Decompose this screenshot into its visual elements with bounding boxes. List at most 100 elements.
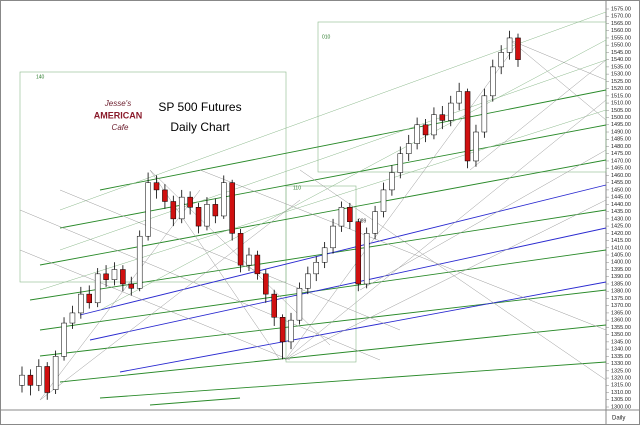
- candle-body: [363, 233, 370, 285]
- y-tick-label: 1510.00: [611, 101, 631, 107]
- candle-body: [221, 182, 227, 217]
- candle-body: [506, 37, 513, 53]
- candle-body: [86, 293, 93, 304]
- y-tick-label: 1325.00: [611, 368, 631, 374]
- candle-body: [464, 91, 471, 162]
- candle-body: [405, 143, 412, 154]
- y-tick-label: 1435.00: [611, 209, 631, 215]
- candle-body: [279, 317, 286, 343]
- y-tick-label: 1385.00: [611, 281, 631, 287]
- candle-body: [456, 91, 462, 104]
- y-tick-label: 1350.00: [611, 332, 631, 338]
- annotation: 140: [36, 74, 45, 80]
- candle-body: [111, 269, 118, 280]
- candle-body: [481, 95, 488, 133]
- y-tick-label: 1500.00: [611, 115, 631, 121]
- candle-body: [271, 293, 277, 318]
- y-tick-label: 1340.00: [611, 347, 631, 353]
- candle-body: [36, 366, 42, 386]
- y-tick-label: 1575.00: [611, 6, 631, 12]
- chart-title: SP 500 Futures: [158, 100, 241, 114]
- y-tick-label: 1475.00: [611, 151, 631, 157]
- y-tick-label: 1320.00: [611, 376, 631, 382]
- y-tick-label: 1445.00: [611, 195, 631, 201]
- y-tick-label: 1525.00: [611, 79, 631, 85]
- logo-text: Cafe: [112, 123, 129, 132]
- annotation: 089: [358, 218, 367, 224]
- candle-body: [246, 254, 252, 266]
- candle-body: [372, 211, 378, 234]
- candle-body: [52, 356, 59, 390]
- y-tick-label: 1345.00: [611, 339, 631, 345]
- candle-body: [103, 273, 109, 280]
- candle-body: [237, 233, 244, 266]
- y-tick-label: 1470.00: [611, 158, 631, 164]
- y-tick-label: 1415.00: [611, 238, 631, 244]
- y-tick-label: 1375.00: [611, 296, 631, 302]
- y-tick-label: 1490.00: [611, 129, 631, 135]
- y-tick-label: 1530.00: [611, 72, 631, 78]
- candle-body: [330, 225, 336, 249]
- y-tick-label: 1430.00: [611, 216, 631, 222]
- logo: Jesse's AMERICAN Cafe: [94, 99, 143, 132]
- y-tick-label: 1560.00: [611, 28, 631, 34]
- candle-body: [414, 124, 420, 144]
- candle-body: [355, 221, 362, 285]
- candle-body: [431, 114, 437, 136]
- candle-body: [321, 247, 328, 263]
- candle-body: [145, 182, 151, 237]
- candle-body: [69, 312, 76, 324]
- y-tick-label: 1485.00: [611, 137, 631, 143]
- y-tick-label: 1300.00: [611, 404, 631, 410]
- y-tick-label: 1455.00: [611, 180, 631, 186]
- y-tick-label: 1380.00: [611, 289, 631, 295]
- y-tick-label: 1425.00: [611, 224, 631, 230]
- candle-body: [120, 269, 126, 285]
- y-tick-label: 1495.00: [611, 122, 631, 128]
- y-tick-label: 1570.00: [611, 14, 631, 20]
- y-tick-label: 1565.00: [611, 21, 631, 27]
- candle-body: [19, 374, 25, 386]
- y-tick-label: 1395.00: [611, 267, 631, 273]
- y-tick-label: 1545.00: [611, 50, 631, 56]
- candle-body: [422, 124, 429, 136]
- candle-body: [498, 52, 504, 68]
- y-tick-label: 1315.00: [611, 383, 631, 389]
- logo-text: AMERICAN: [94, 110, 143, 120]
- candle-body: [288, 319, 294, 343]
- candle-body: [380, 189, 387, 212]
- candle-body: [515, 37, 521, 60]
- candle-body: [78, 293, 84, 314]
- y-tick-label: 1420.00: [611, 231, 631, 237]
- candle-body: [170, 201, 177, 220]
- candle-body: [229, 182, 235, 234]
- annotation: 110: [293, 185, 301, 191]
- candle-body: [473, 131, 479, 162]
- candle-body: [212, 204, 219, 217]
- y-tick-label: 1505.00: [611, 108, 631, 114]
- candle-body: [347, 207, 353, 222]
- candle-body: [447, 102, 454, 121]
- y-tick-label: 1465.00: [611, 166, 631, 172]
- candle-body: [389, 172, 395, 191]
- candle-body: [338, 207, 345, 227]
- candle-body: [313, 262, 319, 275]
- y-tick-label: 1540.00: [611, 57, 631, 63]
- candle-body: [263, 273, 269, 295]
- y-tick-label: 1480.00: [611, 144, 631, 150]
- candle-body: [296, 288, 303, 321]
- candle-body: [439, 114, 446, 121]
- candle-body: [27, 374, 34, 386]
- y-tick-label: 1550.00: [611, 43, 631, 49]
- candle-body: [136, 235, 143, 289]
- y-tick-label: 1410.00: [611, 245, 631, 251]
- candle-body: [254, 254, 261, 275]
- y-tick-label: 1405.00: [611, 252, 631, 258]
- candles: [19, 30, 521, 400]
- candle-body: [187, 196, 193, 208]
- candle-body: [490, 66, 496, 97]
- candle-body: [195, 207, 202, 227]
- candle-body: [204, 204, 210, 227]
